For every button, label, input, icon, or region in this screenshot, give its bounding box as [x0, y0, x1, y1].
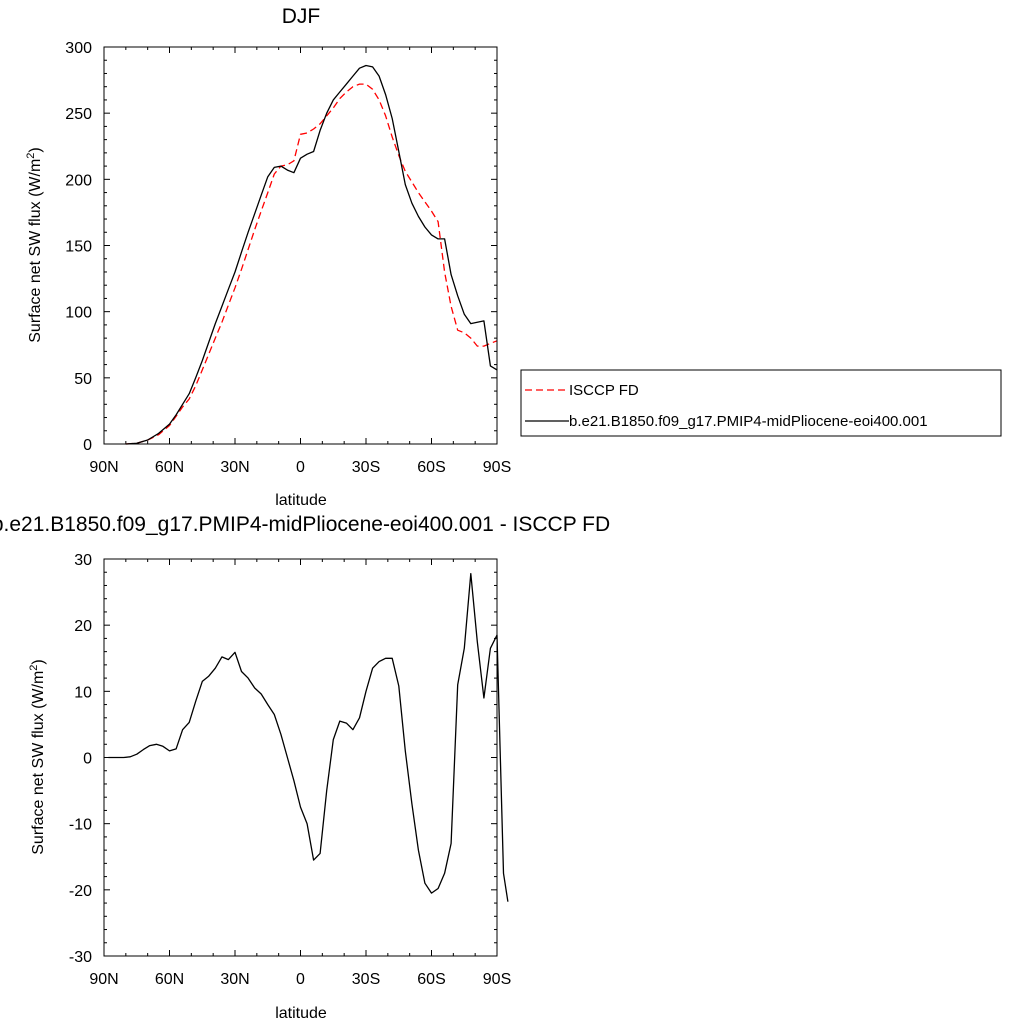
top-chart-panel: DJF 90N 60N 30N 0 30S 60S 90S 0 50 100 150 200 250 30… — [25, 5, 1002, 509]
top-chart-frame — [103, 46, 498, 445]
y-tick-label: 20 — [74, 618, 92, 635]
bottom-chart-title: b.e21.B1850.f09_g17.PMIP4-midPliocene-eo… — [0, 513, 610, 536]
x-tick-label: 0 — [296, 971, 305, 988]
x-tick-label: 60N — [155, 971, 184, 988]
y-tick-label: 200 — [65, 172, 92, 189]
y-tick-label: 300 — [65, 40, 92, 57]
model-line — [125, 64, 498, 445]
top-chart-ylabel: Surface net SW flux (W/m2) — [25, 147, 44, 343]
top-chart-title: DJF — [282, 5, 321, 28]
y-tick-label: 50 — [74, 371, 92, 388]
y-tick-label: 0 — [83, 437, 92, 454]
y-tick-label: -30 — [69, 949, 92, 966]
y-tick-label: -10 — [69, 817, 92, 834]
x-tick-label: 90S — [483, 459, 511, 476]
x-tick-label: 60S — [417, 459, 445, 476]
y-tick-label: 150 — [65, 239, 92, 256]
top-chart-legend: ISCCP FD b.e21.B1850.f09_g17.PMIP4-midPl… — [520, 369, 1002, 437]
x-tick-label: 90N — [89, 971, 118, 988]
top-chart-xlabel: latitude — [275, 492, 327, 509]
y-tick-label: 30 — [74, 552, 92, 569]
x-tick-label: 90N — [89, 459, 118, 476]
x-tick-label: 30S — [352, 971, 380, 988]
y-tick-label: -20 — [69, 883, 92, 900]
y-tick-label: 250 — [65, 106, 92, 123]
legend-label-model: b.e21.B1850.f09_g17.PMIP4-midPliocene-eo… — [569, 413, 928, 430]
legend-box — [520, 369, 1002, 437]
top-chart-axes: 90N 60N 30N 0 30S 60S 90S 0 50 100 150 200 250 300 — [65, 40, 511, 476]
bottom-chart-panel: b.e21.B1850.f09_g17.PMIP4-midPliocene-eo… — [0, 513, 610, 1022]
x-tick-label: 60S — [417, 971, 445, 988]
top-chart-series — [125, 64, 498, 445]
difference-line — [108, 572, 509, 902]
isccp-fd-line — [125, 83, 498, 445]
x-tick-label: 30S — [352, 459, 380, 476]
y-tick-label: 0 — [83, 751, 92, 768]
bottom-chart-axes: 90N 60N 30N 0 30S 60S 90S -30 -20 -10 0 10 20 30 — [69, 552, 511, 988]
legend-label-isccp: ISCCP FD — [569, 382, 639, 399]
bottom-chart-frame — [103, 558, 498, 957]
x-tick-label: 60N — [155, 459, 184, 476]
y-tick-label: 100 — [65, 305, 92, 322]
y-tick-label: 10 — [74, 684, 92, 701]
bottom-chart-series — [108, 572, 509, 902]
bottom-chart-ylabel: Surface net SW flux (W/m2) — [28, 659, 47, 855]
x-tick-label: 30N — [220, 971, 249, 988]
x-tick-label: 0 — [296, 459, 305, 476]
x-tick-label: 30N — [220, 459, 249, 476]
x-tick-label: 90S — [483, 971, 511, 988]
bottom-chart-xlabel: latitude — [275, 1005, 327, 1022]
